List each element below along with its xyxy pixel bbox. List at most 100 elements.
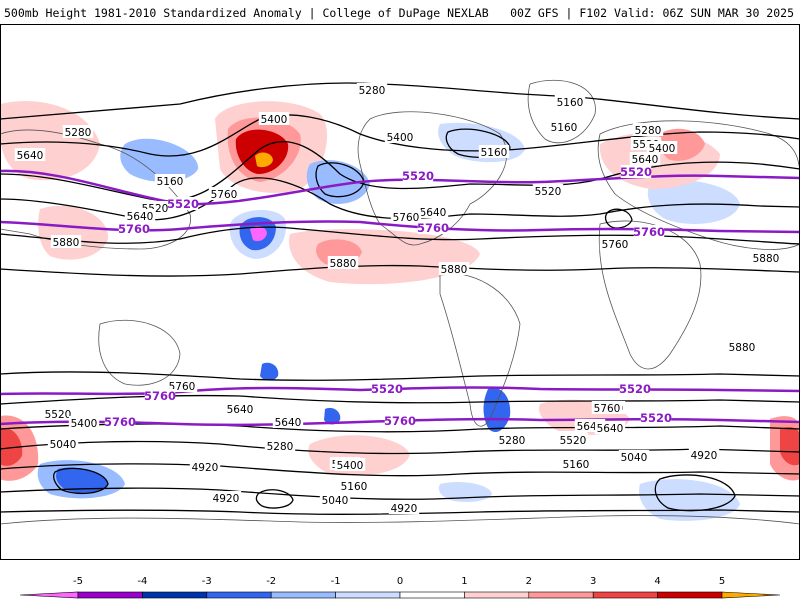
contour-label: 5160 [557, 97, 584, 109]
positive-anomaly-area [255, 152, 273, 168]
colorbar-swatch [464, 591, 530, 599]
contour-label: 5760 [144, 389, 176, 403]
colorbar-swatches [19, 591, 781, 599]
positive-anomaly-area [0, 428, 23, 466]
contour-label-bg [154, 174, 186, 187]
contour-label: 5640 [420, 207, 447, 219]
colorbar-swatch [721, 591, 781, 599]
contour-label-bg [264, 439, 296, 452]
colorbar-tick-label: 3 [590, 576, 596, 587]
negative-anomaly-area [250, 225, 267, 242]
colorbar-swatch [77, 591, 143, 599]
colorbar-swatch [270, 591, 336, 599]
negative-anomaly-area [260, 362, 279, 381]
contour-label: 5760 [169, 381, 196, 393]
contour-label: 5400 [261, 114, 288, 126]
colorbar-swatch [206, 591, 272, 599]
contour-label-bg [356, 83, 388, 96]
contour-label: 5760 [384, 414, 416, 428]
contour-label: 5280 [635, 125, 662, 137]
contour-label-bg [384, 414, 416, 427]
contour-label-bg [548, 120, 580, 133]
contour-label-bg [166, 379, 198, 392]
contour-label: 5520 [560, 435, 587, 447]
contour-label-bg [189, 460, 221, 473]
contour-label-bg [478, 145, 510, 158]
antarctica-coast [0, 515, 800, 525]
contour-line [0, 114, 800, 157]
header: 500mb Height 1981-2010 Standardized Anom… [0, 0, 800, 22]
contour-label-bg [688, 448, 720, 461]
closed-low-contour [53, 467, 109, 495]
negative-anomaly-area [483, 387, 511, 432]
contour-label-bg [750, 251, 782, 264]
colorbar-ticks: -5 -4 -3 -2 -1 0 1 2 3 4 5 [73, 576, 725, 587]
contour-label: 5520 [371, 382, 403, 396]
contour-label-bg [272, 415, 304, 428]
colorbar-swatch [142, 591, 208, 599]
colorbar-tick-label: 4 [654, 576, 660, 587]
run-info: 00Z GFS | F102 Valid: 06Z SUN MAR 30 202… [510, 6, 794, 20]
contour-label: 5160 [563, 459, 590, 471]
colorbar-tick-label: 5 [719, 576, 725, 587]
contour-label-bg [338, 479, 370, 492]
contour-label: 5520 [619, 382, 651, 396]
contour-label-bg [646, 141, 678, 154]
negative-anomaly-area [120, 138, 199, 182]
contour-label: 5520 [640, 411, 672, 425]
contour-label: 5280 [65, 127, 92, 139]
greenland-coast [527, 79, 596, 144]
contour-line [0, 463, 800, 477]
contour-label-bg [388, 501, 420, 514]
contour-label: 5760 [104, 415, 136, 429]
colorbar-swatch [19, 591, 79, 599]
contour-label: 5520 [620, 165, 652, 179]
contour-label-bg [594, 421, 626, 434]
closed-low-contour [255, 489, 294, 509]
5520-contour-north [0, 169, 800, 206]
contour-label-bg [224, 402, 256, 415]
australia-coast [98, 319, 181, 386]
positive-anomaly-area [780, 426, 800, 466]
map-background [0, 24, 800, 560]
contour-labels: 5280516054005160528051605640528055205640… [14, 83, 782, 515]
contour-label: 5640 [632, 154, 659, 166]
anomaly-map: 5280516054005160528051605640528055205640… [0, 24, 800, 560]
closed-low-contour [654, 474, 736, 512]
contour-label: 5160 [481, 147, 508, 159]
contour-label: 5880 [729, 342, 756, 354]
contour-label: 5760 [633, 225, 665, 239]
contour-label: 5040 [50, 439, 77, 451]
contour-label-bg [62, 125, 94, 138]
negative-anomaly-area [647, 180, 740, 224]
contour-label-bg [334, 458, 366, 471]
contour-label: 5280 [359, 85, 386, 97]
contour-label: 5640 [127, 211, 154, 223]
colorbar-swatch [335, 591, 401, 599]
contour-label: 5040 [621, 452, 648, 464]
contour-label: 4920 [213, 493, 240, 505]
contour-label-bg [633, 225, 665, 238]
contour-label-bg [42, 407, 74, 420]
contour-label: 5880 [330, 258, 357, 270]
colorbar-swatch [657, 591, 723, 599]
contour-label-bg [167, 197, 199, 210]
contour-label-bg [560, 457, 592, 470]
closed-low-contour [604, 208, 633, 229]
contour-label: 5160 [551, 122, 578, 134]
contour-label: 5160 [341, 481, 368, 493]
contour-label: 4920 [391, 503, 418, 515]
contour-label-bg [417, 205, 449, 218]
map-title: 500mb Height 1981-2010 Standardized Anom… [4, 6, 489, 20]
negative-anomaly-area [324, 407, 341, 425]
colorbar-tick-label: -4 [137, 576, 147, 587]
negative-anomaly-area [56, 467, 108, 493]
contour-label-bg [417, 221, 449, 234]
contour-label-bg [104, 415, 136, 428]
contour-label: 5760 [211, 189, 238, 201]
contour-line [0, 440, 800, 455]
contour-label-bg [554, 95, 586, 108]
contour-label-bg [210, 491, 242, 504]
